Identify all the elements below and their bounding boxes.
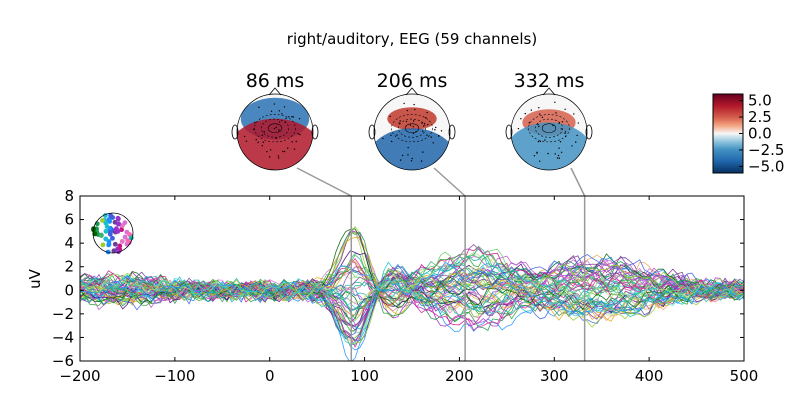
sensor-dot <box>124 241 130 247</box>
sensor-dot <box>125 237 131 243</box>
sensor-dot <box>100 218 105 223</box>
y-tick-label: −4 <box>52 328 74 346</box>
topomap-connector-lines <box>296 167 586 197</box>
channel-trace <box>80 278 744 345</box>
topomap-connector <box>296 167 352 197</box>
x-tick-label: 200 <box>445 367 474 385</box>
sensor-dot <box>112 241 118 247</box>
colorbar-tick-label: −2.5 <box>748 141 784 159</box>
sensor-layout-inset <box>91 212 134 255</box>
topomap-time-label: 206 ms <box>377 70 448 92</box>
plot-frame <box>79 195 745 362</box>
sensor-dot <box>122 234 128 240</box>
sensor-dot <box>107 231 113 237</box>
sensor-dot <box>110 235 115 241</box>
sensor-dot <box>92 231 98 237</box>
plot-area: −200 −100 0 100 200 300 400 500 −6 −4 −2 0 2 4 6 8 uV <box>26 187 758 385</box>
colorbar-tick-label: 5.0 <box>748 92 772 110</box>
sensor-dot <box>119 227 124 233</box>
nose-icon <box>268 87 282 96</box>
sensor-dot <box>111 248 117 254</box>
sensor-dot <box>103 236 109 242</box>
topomap: 206 ms <box>368 70 456 171</box>
head-outline <box>236 93 314 171</box>
topomap-connector <box>570 167 586 197</box>
channel-trace <box>80 254 744 312</box>
topomap: 86 ms <box>231 70 319 171</box>
colorbar-tick-label: −5.0 <box>748 157 784 175</box>
colorbar-tick-label: 0.0 <box>748 125 772 143</box>
colorbar-gradient <box>712 93 744 174</box>
colorbar: 5.02.50.0−2.5−5.0 <box>712 92 784 175</box>
channel-trace <box>80 260 744 319</box>
sensor-dot <box>103 228 109 234</box>
sensor-dot <box>105 249 111 255</box>
head-outline <box>510 93 588 171</box>
sensor-dot <box>127 232 132 237</box>
sensor-dot <box>122 220 128 226</box>
sensor-dot <box>114 228 120 234</box>
y-tick-label: 8 <box>64 187 74 205</box>
topomap-time-label: 86 ms <box>246 70 305 92</box>
sensor-dot <box>116 221 121 227</box>
x-tick-label: 500 <box>730 367 759 385</box>
x-tick-label: 0 <box>265 367 275 385</box>
head-outline <box>373 93 451 171</box>
colorbar-tick-label: 2.5 <box>748 108 772 126</box>
ear-icon <box>368 124 376 140</box>
sensor-dot <box>110 215 116 220</box>
nose-icon <box>405 87 419 96</box>
x-tick-label: −100 <box>154 367 195 385</box>
sensor-dot <box>98 232 104 238</box>
topomap-time-label: 332 ms <box>514 70 585 92</box>
y-tick-label: −6 <box>52 352 74 370</box>
sensor-dot <box>115 216 121 222</box>
channel-trace <box>80 264 744 346</box>
nose-icon <box>542 87 556 96</box>
x-tick-label: 400 <box>635 367 664 385</box>
ear-icon <box>448 124 456 140</box>
sensor-dot <box>100 242 106 248</box>
topomap-connector <box>433 167 466 197</box>
y-tick-label: −2 <box>52 305 74 323</box>
y-tick-label: 0 <box>64 281 74 299</box>
y-tick-label: 4 <box>64 234 74 252</box>
y-tick-label: 6 <box>64 211 74 229</box>
ear-icon <box>311 124 319 140</box>
sensor-dot <box>106 217 112 222</box>
sensor-dot <box>106 242 112 248</box>
channel-trace <box>80 261 744 315</box>
sensor-dot <box>104 224 110 229</box>
y-tick-label: 2 <box>64 258 74 276</box>
topomaps: 86 ms 206 ms 332 ms <box>231 70 593 171</box>
ear-icon <box>585 124 593 140</box>
y-axis-label: uV <box>26 268 44 289</box>
chart-title: right/auditory, EEG (59 channels) <box>287 30 537 48</box>
channel-trace <box>80 257 744 304</box>
ear-icon <box>505 124 513 140</box>
x-tick-label: −200 <box>59 367 100 385</box>
x-tick-label: 100 <box>350 367 379 385</box>
sensor-dot <box>119 238 125 244</box>
x-tick-label: 300 <box>540 367 569 385</box>
ear-icon <box>231 124 239 140</box>
topomap: 332 ms <box>505 70 593 171</box>
